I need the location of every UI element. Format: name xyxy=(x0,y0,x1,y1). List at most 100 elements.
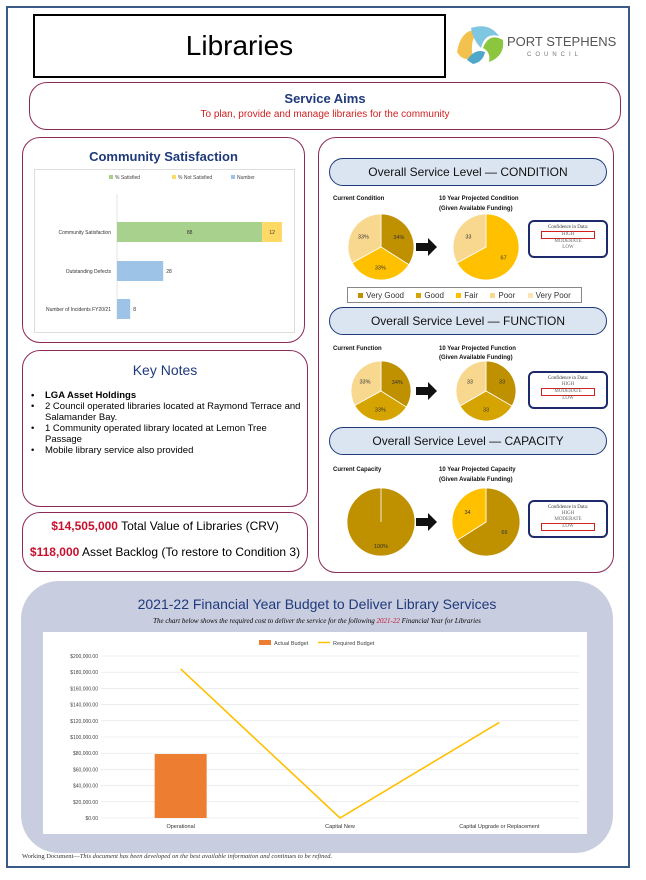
key-note-item: LGA Asset Holdings xyxy=(31,390,301,401)
confidence-title: Confidence in Data: xyxy=(547,376,589,381)
pie-label: 33% xyxy=(375,408,386,414)
key-notes-list: LGA Asset Holdings 2 Council operated li… xyxy=(31,390,301,456)
footer-note: Working Document—This document has been … xyxy=(22,853,333,860)
pie-slice xyxy=(347,213,382,264)
council-logo-icon xyxy=(457,26,504,64)
satisfaction-chart: % Satisfied % Not Satisfied Number Communit… xyxy=(46,175,282,320)
confidence-box-capacity: Confidence in Data: HIGH MODERATE LOW xyxy=(528,500,608,538)
pie-label: 33% xyxy=(375,265,386,271)
legend-item: Very Good xyxy=(358,291,404,300)
y-tick-label: $20,000.00 xyxy=(73,800,98,806)
legend-swatch xyxy=(416,292,422,298)
confidence-title: Confidence in Data: xyxy=(547,225,589,230)
function-title: Overall Service Level — FUNCTION xyxy=(329,307,607,335)
pie-slice xyxy=(455,360,487,407)
logo-text: PORT STEPHENS xyxy=(507,34,617,49)
logo-subtext: COUNCIL xyxy=(527,52,583,58)
crv-amount: $14,505,000 xyxy=(51,519,118,533)
legend-swatch xyxy=(259,640,271,645)
legend-item: Very Poor xyxy=(527,291,571,300)
confidence-low: LOW xyxy=(562,396,574,401)
legend-item: Fair xyxy=(456,291,478,300)
legend-swatch xyxy=(231,175,235,179)
bar xyxy=(117,222,263,242)
bar xyxy=(117,261,164,281)
pie-label: 33 xyxy=(465,235,471,241)
data-label: 12 xyxy=(269,230,275,236)
funding-note: (Given Available Funding) xyxy=(439,206,513,212)
budget-chart: Actual Budget Required Budget $0.00 $20,000… xyxy=(70,640,579,830)
pie-slice xyxy=(350,360,382,406)
required-budget-line xyxy=(180,668,500,819)
backlog-label: Asset Backlog (To restore to Condition 3… xyxy=(79,545,301,559)
budget-chart-area: Actual Budget Required Budget $0.00 $20,000… xyxy=(43,632,587,834)
pie-label: 34 xyxy=(464,510,470,516)
council-logo: PORT STEPHENS COUNCIL xyxy=(455,22,625,70)
satisfaction-chart-area: % Satisfied % Not Satisfied Number Communit… xyxy=(34,169,295,333)
bar xyxy=(117,299,131,319)
legend-swatch xyxy=(490,292,496,298)
pie-label: 33 xyxy=(483,408,489,414)
budget-panel: 2021-22 Financial Year Budget to Deliver… xyxy=(21,581,613,853)
page-title: Libraries xyxy=(33,14,446,78)
arrow-icon xyxy=(416,238,437,256)
confidence-moderate: MODERATE xyxy=(554,239,582,244)
projected-function-label: 10 Year Projected Function xyxy=(439,346,516,352)
projected-condition-label: 10 Year Projected Condition xyxy=(439,196,519,202)
legend-item: Good xyxy=(416,291,444,300)
service-aims-text: To plan, provide and manage libraries fo… xyxy=(200,109,450,120)
condition-title: Overall Service Level — CONDITION xyxy=(329,158,607,186)
pie-label: 33 xyxy=(499,380,505,386)
y-tick-label: $180,000.00 xyxy=(70,670,98,676)
bar xyxy=(262,222,282,242)
crv-line: $14,505,000 Total Value of Libraries (CR… xyxy=(23,519,307,533)
service-aims-panel: Service Aims To plan, provide and manage… xyxy=(29,82,621,130)
budget-title: 2021-22 Financial Year Budget to Deliver… xyxy=(137,596,497,612)
funding-note: (Given Available Funding) xyxy=(439,355,513,361)
capacity-pies: 100% 66 34 xyxy=(346,487,521,557)
confidence-low: LOW xyxy=(541,523,595,531)
pie-label: 33 xyxy=(467,380,473,386)
arrow-icon xyxy=(416,513,437,531)
y-tick-label: $80,000.00 xyxy=(73,751,98,757)
pie-slice xyxy=(456,487,521,557)
crv-label: Total Value of Libraries (CRV) xyxy=(117,519,279,533)
category-label: Outstanding Defects xyxy=(66,269,112,275)
condition-pies: 34% 33% 33% 67 33 xyxy=(347,213,520,281)
confidence-box-condition: Confidence in Data: HIGH MODERATE LOW xyxy=(528,220,608,258)
pie-label: 34% xyxy=(392,380,403,386)
key-note-item: Mobile library service also provided xyxy=(31,445,301,456)
key-note-item: 2 Council operated libraries located at … xyxy=(31,401,301,423)
y-tick-label: $160,000.00 xyxy=(70,686,98,692)
key-notes-panel: Key Notes LGA Asset Holdings 2 Council o… xyxy=(22,350,308,507)
y-tick-label: $120,000.00 xyxy=(70,719,98,725)
asset-values-panel: $14,505,000 Total Value of Libraries (CR… xyxy=(22,512,308,572)
pie-slice xyxy=(456,213,520,281)
capacity-title: Overall Service Level — CAPACITY xyxy=(329,427,607,455)
data-label: 88 xyxy=(187,230,193,236)
satisfaction-title: Community Satisfaction xyxy=(89,149,238,164)
condition-legend: Very Good Good Fair Poor Very Poor xyxy=(347,287,582,303)
pie-label: 34% xyxy=(393,235,404,241)
pie-slice xyxy=(451,487,487,541)
legend-item: Poor xyxy=(490,291,515,300)
confidence-high: HIGH xyxy=(561,511,575,516)
pie-slice xyxy=(485,360,517,407)
projected-capacity-label: 10 Year Projected Capacity xyxy=(439,467,516,473)
x-tick-label: Capital Upgrade or Replacement xyxy=(459,824,540,830)
legend-label: % Not Satisfied xyxy=(178,175,212,181)
current-condition-label: Current Condition xyxy=(333,196,385,202)
confidence-title: Confidence in Data: xyxy=(547,505,589,510)
key-notes-title: Key Notes xyxy=(132,362,198,378)
key-note-item: 1 Community operated library located at … xyxy=(31,423,301,445)
y-tick-label: $100,000.00 xyxy=(70,735,98,741)
confidence-moderate: MODERATE xyxy=(554,517,582,522)
pie-label: 66 xyxy=(501,530,507,536)
current-capacity-label: Current Capacity xyxy=(333,467,382,473)
y-tick-label: $60,000.00 xyxy=(73,767,98,773)
y-tick-label: $140,000.00 xyxy=(70,703,98,709)
pie-label: 33% xyxy=(359,380,370,386)
confidence-low: LOW xyxy=(562,245,574,250)
community-satisfaction-panel: Community Satisfaction % Satisfied % Not … xyxy=(22,137,305,343)
confidence-box-function: Confidence in Data: HIGH MODERATE LOW xyxy=(528,371,608,409)
